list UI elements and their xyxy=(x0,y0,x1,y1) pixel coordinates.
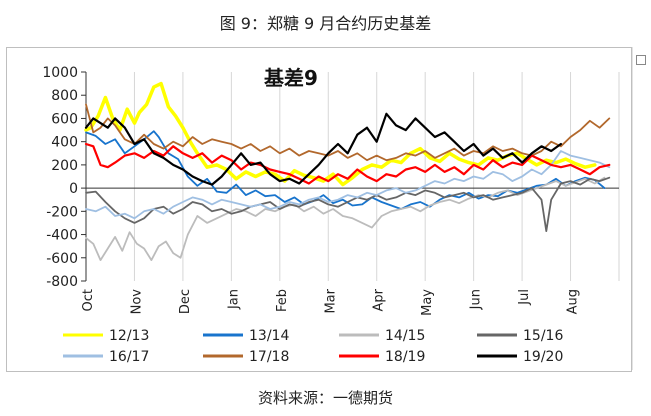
source-note: 资料来源：一德期货 xyxy=(257,389,393,407)
figure-title: 图 9：郑糖 9 月合约历史基差 xyxy=(219,14,432,33)
series-line-19-20 xyxy=(84,112,563,186)
x-tick-label: Jan xyxy=(226,289,241,310)
x-tick-label: Feb xyxy=(275,289,290,312)
panel-marker-icon xyxy=(636,55,646,65)
x-tick-label: Dec xyxy=(178,289,193,314)
series-line-13-14 xyxy=(85,130,606,210)
legend: 12/13 13/14 14/15 15/16 16/17 17/18 18/19 19/20 xyxy=(63,328,563,365)
x-tick-label: May xyxy=(420,289,435,316)
y-tick-label: 400 xyxy=(51,135,78,151)
x-tick-label: Oct xyxy=(81,289,96,311)
series-line-18-19 xyxy=(84,142,611,185)
chart-frame: 1000 800 600 400 200 0 -200 -400 -600 -800 Oct Nov D… xyxy=(6,47,632,372)
series-line-16-17 xyxy=(85,150,611,220)
series-line-12-13 xyxy=(84,81,597,187)
legend-label: 13/14 xyxy=(249,328,289,344)
y-tick-label: 800 xyxy=(51,88,78,104)
y-tick-label: -800 xyxy=(46,274,78,290)
side-panel-strip xyxy=(632,47,651,370)
series-line-14-15 xyxy=(85,176,606,262)
y-tick-label: -200 xyxy=(46,204,78,220)
y-tick-label: 0 xyxy=(69,181,78,197)
x-tick-label: Apr xyxy=(372,288,387,311)
series-lines xyxy=(84,81,611,262)
legend-label: 17/18 xyxy=(249,349,289,365)
y-tick-label: 1000 xyxy=(42,65,78,81)
x-tick-label: Aug xyxy=(566,289,581,314)
y-tick-label: 600 xyxy=(51,111,78,127)
x-tick-label: Mar xyxy=(323,288,338,313)
x-tick-label: Jun xyxy=(469,289,484,310)
legend-label: 14/15 xyxy=(385,328,425,344)
series-line-17-18 xyxy=(85,103,611,162)
chart-title: 基差9 xyxy=(264,66,318,90)
series-line-15-16 xyxy=(85,176,611,233)
legend-label: 12/13 xyxy=(109,328,149,344)
legend-label: 15/16 xyxy=(523,328,563,344)
legend-label: 16/17 xyxy=(109,349,149,365)
y-tick-label: 200 xyxy=(51,158,78,174)
x-tick-label: Nov xyxy=(129,289,144,315)
legend-label: 18/19 xyxy=(385,349,425,365)
y-tick-label: -600 xyxy=(46,251,78,267)
y-tick-label: -400 xyxy=(46,228,78,244)
x-tick-label: Jul xyxy=(517,289,532,306)
legend-label: 19/20 xyxy=(523,349,563,365)
